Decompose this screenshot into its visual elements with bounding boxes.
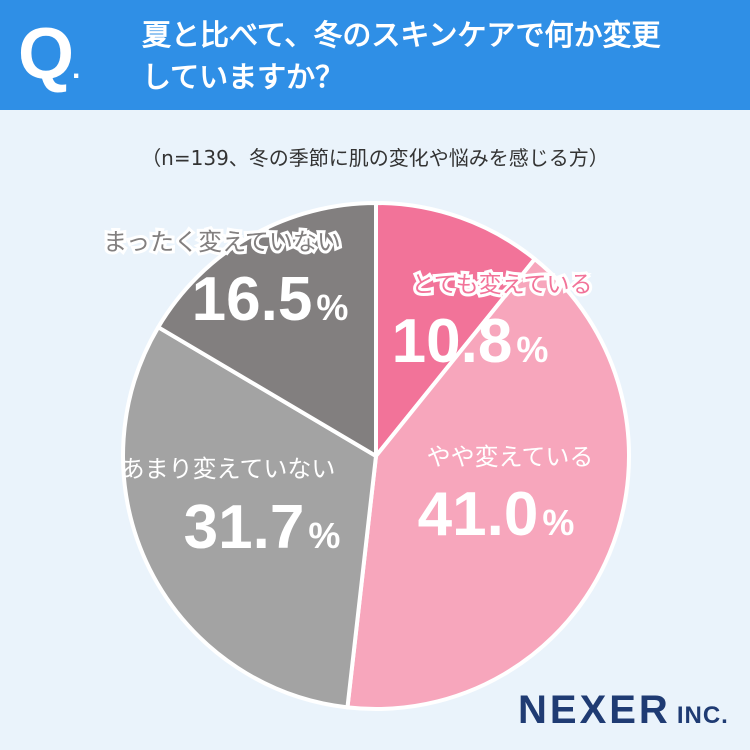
slice-value-4: 16.5% xyxy=(192,265,349,334)
slice-label-2: やや変えている xyxy=(427,443,594,471)
question-line-1: 夏と比べて、冬のスキンケアで何か変更 xyxy=(142,18,661,52)
slice-label-4: まったく変えていない xyxy=(103,228,341,256)
pie-slice-2 xyxy=(345,257,631,711)
question-text: 夏と比べて、冬のスキンケアで何か変更 していますか？ xyxy=(142,14,732,98)
pie-slice-1 xyxy=(374,201,537,458)
pie-slice-3 xyxy=(121,325,378,710)
question-line-2: していますか？ xyxy=(142,60,345,94)
question-header: Q. 夏と比べて、冬のスキンケアで何か変更 していますか？ xyxy=(0,0,750,110)
slice-value-1: 10.8% xyxy=(392,307,549,376)
slice-label-3: あまり変えていない xyxy=(121,455,336,483)
slice-value-2: 41.0% xyxy=(418,480,575,549)
slice-label-1: とても変えている xyxy=(411,272,592,298)
slice-value-3: 31.7% xyxy=(184,493,341,562)
q-mark: Q. xyxy=(18,14,80,94)
sample-note: （n=139、冬の季節に肌の変化や悩みを感じる方） xyxy=(141,146,609,170)
pie-slice-4 xyxy=(156,201,378,458)
brand-logo: NEXER INC. xyxy=(518,688,729,732)
